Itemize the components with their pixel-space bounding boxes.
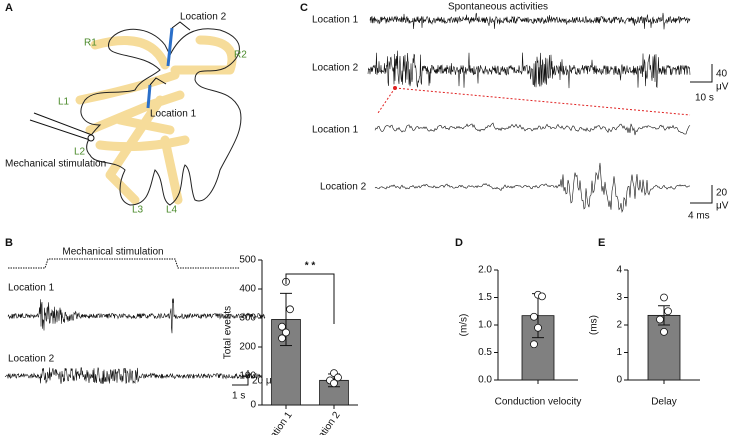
scale-label: 4 ms xyxy=(688,211,710,222)
y-tick-label: 1.5 xyxy=(478,292,492,303)
scale-bar xyxy=(690,64,713,83)
y-tick-label: 500 xyxy=(239,255,256,266)
stimulation-probe xyxy=(29,112,93,141)
data-point xyxy=(534,323,542,332)
error-bar xyxy=(658,305,670,326)
region-label: L2 xyxy=(74,147,86,158)
probe-tip xyxy=(87,134,95,142)
panel-title: Spontaneous activities xyxy=(448,2,548,13)
scale-bar xyxy=(690,185,713,204)
trace xyxy=(7,298,266,334)
trace-label: Location 1 xyxy=(8,283,55,294)
y-tick-label: 0 xyxy=(616,375,622,386)
bar xyxy=(647,314,681,381)
y-tick-label: 0.0 xyxy=(478,375,492,386)
scale-label: 20 xyxy=(716,188,728,199)
data-point xyxy=(530,312,538,321)
location-label: Location 1 xyxy=(150,109,197,120)
y-tick-label: 2.0 xyxy=(478,265,492,276)
significance-label: * * xyxy=(305,261,316,272)
region-label: L4 xyxy=(166,205,178,216)
y-tick-label: 1 xyxy=(616,347,622,358)
region-label: L3 xyxy=(132,205,144,216)
y-tick-label: 300 xyxy=(239,313,256,324)
x-tick-label: Delay xyxy=(651,397,677,408)
tissue-outline xyxy=(80,28,242,206)
zoom-marker xyxy=(393,86,397,90)
stimulus-label: Mechanical stimulation xyxy=(62,247,163,258)
trace xyxy=(369,12,691,30)
x-tick-label: Conduction velocity xyxy=(495,397,582,408)
stimulation-label: Mechanical stimulation xyxy=(5,159,106,170)
electrode-wire xyxy=(171,21,191,31)
diagram: Location 2 Location 1 Mechanical stimula… xyxy=(5,12,247,216)
region-label: R2 xyxy=(234,50,247,61)
x-tick-label: Location 2 xyxy=(307,410,343,435)
scale-label: μV xyxy=(716,82,729,93)
scale-label: μV xyxy=(716,201,729,212)
trace xyxy=(374,162,691,213)
error-bar xyxy=(280,292,292,347)
y-axis-label: (m/s) xyxy=(459,314,470,337)
data-point xyxy=(330,379,338,388)
y-axis-label: (ms) xyxy=(589,315,600,335)
tissue-fill xyxy=(75,35,237,205)
data-point xyxy=(334,373,342,382)
data-point xyxy=(660,327,668,336)
data-point xyxy=(660,293,668,302)
trace-label: Location 1 xyxy=(312,125,359,136)
significance-bracket xyxy=(285,273,335,324)
y-tick-label: 4 xyxy=(616,265,622,276)
location-label: Location 2 xyxy=(180,12,227,23)
trace-label: Location 2 xyxy=(312,63,359,74)
panel-label: B xyxy=(5,237,13,249)
scale-label: 20 μV xyxy=(252,376,279,387)
panel-label: D xyxy=(455,237,463,249)
scale-label: 1 s xyxy=(232,391,245,402)
y-tick-label: 2 xyxy=(616,320,622,331)
y-tick-label: 200 xyxy=(239,342,256,353)
y-tick-label: 1.0 xyxy=(478,320,492,331)
scale-label: 40 xyxy=(716,69,728,80)
data-point xyxy=(286,305,294,314)
electrode-wire xyxy=(149,77,167,86)
stimulus-trace xyxy=(8,258,240,269)
data-point xyxy=(538,292,546,301)
electrode xyxy=(146,84,152,109)
data-point xyxy=(282,328,290,337)
y-tick-label: 400 xyxy=(239,284,256,295)
data-point xyxy=(530,340,538,349)
y-axis-label: Total events xyxy=(223,306,234,359)
trace xyxy=(374,122,691,136)
trace-label: Location 2 xyxy=(320,182,367,193)
data-point xyxy=(664,307,672,316)
zoom-guide xyxy=(377,87,691,116)
panel-label: C xyxy=(300,2,308,14)
trace xyxy=(367,50,691,89)
x-tick-label: Location 1 xyxy=(259,410,295,435)
panel-label: E xyxy=(598,237,605,249)
data-point xyxy=(656,315,664,324)
y-tick-label: 0.5 xyxy=(478,347,492,358)
data-point xyxy=(278,322,286,331)
y-tick-label: 0 xyxy=(250,400,256,411)
trace xyxy=(4,367,261,384)
y-tick-label: 3 xyxy=(616,292,622,303)
region-label: R1 xyxy=(84,38,97,49)
scale-bar xyxy=(232,370,249,386)
data-point xyxy=(278,334,286,343)
panel-label: A xyxy=(5,2,13,14)
trace-label: Location 1 xyxy=(312,15,359,26)
scale-label: 10 s xyxy=(695,93,714,104)
trace-label: Location 2 xyxy=(8,354,55,365)
electrode xyxy=(166,27,174,67)
y-tick-label: 100 xyxy=(239,371,256,382)
region-label: L1 xyxy=(58,97,70,108)
